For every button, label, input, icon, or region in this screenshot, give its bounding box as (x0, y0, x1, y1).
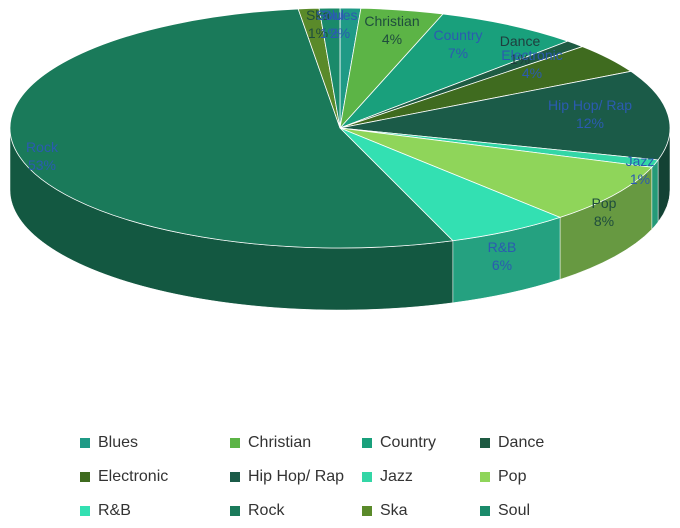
pie-slice-rock (9, 8, 454, 249)
legend-item-rnb: R&B (80, 494, 230, 528)
pie-slice-country (339, 13, 569, 129)
slice-label-r-b: R&B 6% (488, 239, 517, 273)
slice-label-value: 1% (308, 25, 328, 41)
legend-item-dance: Dance (480, 426, 600, 460)
slice-data-labels: Blues 2%Christian 4% Country 7%Dance 1%Electr… (26, 7, 654, 273)
pie-side-walls (9, 127, 671, 311)
pie-slice-pop (339, 127, 653, 218)
legend-item-pop: Pop (480, 460, 600, 494)
slice-label-value: 4% (522, 65, 542, 81)
legend-swatch (230, 472, 240, 482)
legend-label: Blues (98, 434, 139, 451)
slice-label-value: 53% (28, 157, 56, 173)
legend-item-country: Country (362, 426, 480, 460)
slice-label-name: Rock (26, 139, 59, 155)
legend-label: Ska (380, 502, 408, 519)
legend-label: Hip Hop/ Rap (248, 468, 345, 485)
legend-swatch (480, 438, 490, 448)
slice-label-name: Jazz (626, 153, 655, 169)
slice-label-ska: Ska 1% (306, 7, 330, 41)
legend-label: Rock (248, 502, 285, 519)
legend-item-christian: Christian (230, 426, 362, 460)
legend-item-soul: Soul (480, 494, 600, 528)
slice-label-value: 7% (448, 45, 468, 61)
slice-label-name: Pop (592, 195, 617, 211)
pie-chart: Blues 2%Christian 4% Country 7%Dance 1%Electr… (9, 7, 671, 311)
legend-label: Pop (498, 468, 527, 485)
slice-label-jazz: Jazz 1% (626, 153, 655, 187)
slice-label-name: Electronic (501, 47, 562, 63)
pie-side-jazz (651, 159, 659, 230)
slice-label-dance: Dance 1% (500, 33, 541, 67)
pie-slice-soul (318, 7, 341, 129)
legend-swatch (480, 472, 490, 482)
slice-label-value: 1% (510, 51, 530, 67)
slice-label-value: 1% (320, 25, 340, 41)
slice-label-value: 2% (330, 25, 350, 41)
slice-label-pop: Pop 8% (592, 195, 617, 229)
slice-label-blues: Blues 2% (322, 7, 357, 41)
legend-item-blues: Blues (80, 426, 230, 460)
legend-label: Christian (248, 434, 312, 451)
pie-slice-hip-hop-rap (339, 70, 671, 161)
legend-label: R&B (98, 502, 131, 519)
legend-label: Electronic (98, 468, 169, 485)
pie-slice-r-b (339, 127, 562, 242)
slice-label-name: Country (433, 27, 482, 43)
legend-swatch (362, 472, 372, 482)
legend-item-hip-hop-rap: Hip Hop/ Rap (230, 460, 362, 494)
slice-label-value: 6% (492, 257, 512, 273)
slice-label-name: Dance (500, 33, 541, 49)
slice-label-name: Christian (364, 13, 419, 29)
chart-legend: Blues Christian Country Dance Electronic… (80, 426, 680, 528)
legend-item-electronic: Electronic (80, 460, 230, 494)
slice-label-soul: Soul 1% (316, 7, 344, 41)
slice-label-value: 8% (594, 213, 614, 229)
legend-swatch (80, 472, 90, 482)
slice-label-rock: Rock 53% (26, 139, 59, 173)
legend-swatch (230, 506, 240, 516)
slice-label-name: Hip Hop/ Rap (548, 97, 632, 113)
legend-item-ska: Ska (362, 494, 480, 528)
legend-swatch (480, 506, 490, 516)
slice-label-value: 12% (576, 115, 604, 131)
slice-label-name: Blues (322, 7, 357, 23)
legend-label: Jazz (380, 468, 413, 485)
slice-label-value: 1% (630, 171, 650, 187)
legend-item-jazz: Jazz (362, 460, 480, 494)
slice-label-hip-hop-rap: Hip Hop/ Rap 12% (548, 97, 632, 131)
legend-swatch (230, 438, 240, 448)
legend-label: Country (380, 434, 437, 451)
legend-label: Dance (498, 434, 545, 451)
slice-label-value: 4% (382, 31, 402, 47)
legend-swatch (362, 438, 372, 448)
legend-item-rock: Rock (230, 494, 362, 528)
slice-label-name: Ska (306, 7, 330, 23)
slice-label-name: Soul (316, 7, 344, 23)
slice-label-electronic: Electronic 4% (501, 47, 562, 81)
legend-swatch (80, 438, 90, 448)
slice-label-name: R&B (488, 239, 517, 255)
legend-swatch (80, 506, 90, 516)
pie-slices (9, 7, 671, 249)
slice-label-country: Country 7% (433, 27, 482, 61)
slice-label-christian: Christian 4% (364, 13, 419, 47)
legend-label: Soul (498, 502, 531, 519)
legend-swatch (362, 506, 372, 516)
